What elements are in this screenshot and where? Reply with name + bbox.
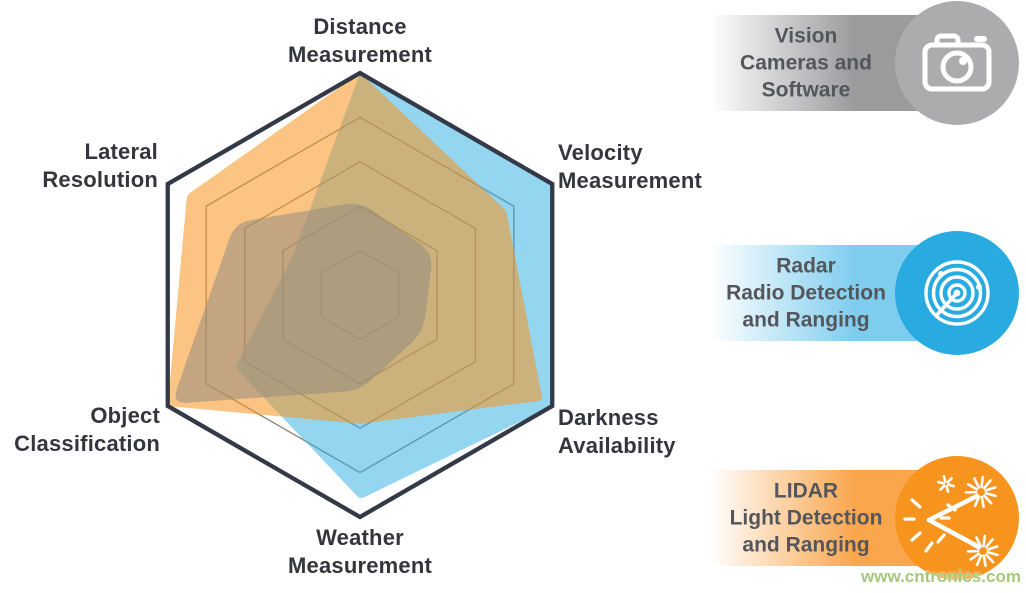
legend-label-line: and Ranging xyxy=(742,533,870,557)
axis-label-object: Object Classification xyxy=(0,402,160,458)
chart-outline xyxy=(165,70,555,520)
axis-label-line: Availability xyxy=(558,433,676,458)
legend-circle-vision xyxy=(895,1,1019,125)
camera-icon xyxy=(922,33,992,92)
axis-label-distance: Distance Measurement xyxy=(240,13,480,69)
legend-circle-radar xyxy=(895,231,1019,355)
axis-label-weather: Weather Measurement xyxy=(240,524,480,580)
axis-label-line: Object xyxy=(90,403,160,428)
axis-label-line: Velocity xyxy=(558,140,643,165)
legend-circle-lidar xyxy=(895,456,1019,580)
legend-label-line: Radio Detection xyxy=(726,281,886,305)
axis-label-line: Measurement xyxy=(558,168,703,193)
radar-sweep-icon xyxy=(924,260,990,326)
legend-item-lidar: LIDAR Light Detection and Ranging xyxy=(710,455,1026,581)
axis-label-line: Classification xyxy=(14,431,160,456)
laser-icon xyxy=(903,474,999,568)
legend-label-line: LIDAR xyxy=(773,479,839,503)
legend-label-line: Software xyxy=(761,78,851,102)
legend-label-radar: Radar Radio Detection and Ranging xyxy=(710,253,902,334)
watermark: www.cntronics.com xyxy=(861,567,1021,586)
legend-label-line: Radar xyxy=(776,254,836,278)
axis-label-line: Lateral xyxy=(84,139,158,164)
radar-chart xyxy=(165,70,555,520)
legend-label-line: Cameras and xyxy=(740,51,872,75)
legend-label-vision: Vision Cameras and Software xyxy=(710,23,902,104)
axis-label-line: Darkness xyxy=(558,405,659,430)
axis-label-line: Weather xyxy=(316,525,404,550)
laser-starburst xyxy=(936,474,999,568)
legend-label-line: Light Detection xyxy=(729,506,883,530)
legend-item-radar: Radar Radio Detection and Ranging xyxy=(710,230,1026,356)
legend-label-lidar: LIDAR Light Detection and Ranging xyxy=(710,478,902,559)
axis-label-darkness: Darkness Availability xyxy=(558,404,676,460)
series-vision-polygon xyxy=(175,203,432,403)
axis-label-velocity: Velocity Measurement xyxy=(558,139,702,195)
legend-label-line: and Ranging xyxy=(742,308,870,332)
axis-label-line: Measurement xyxy=(287,553,433,578)
axis-label-line: Measurement xyxy=(287,42,433,67)
axis-label-line: Resolution xyxy=(42,167,158,192)
axis-label-line: Distance xyxy=(313,14,407,39)
legend-label-line: Vision xyxy=(774,24,838,48)
legend-item-vision: Vision Cameras and Software xyxy=(710,0,1026,126)
axis-label-lateral: Lateral Resolution xyxy=(0,138,158,194)
